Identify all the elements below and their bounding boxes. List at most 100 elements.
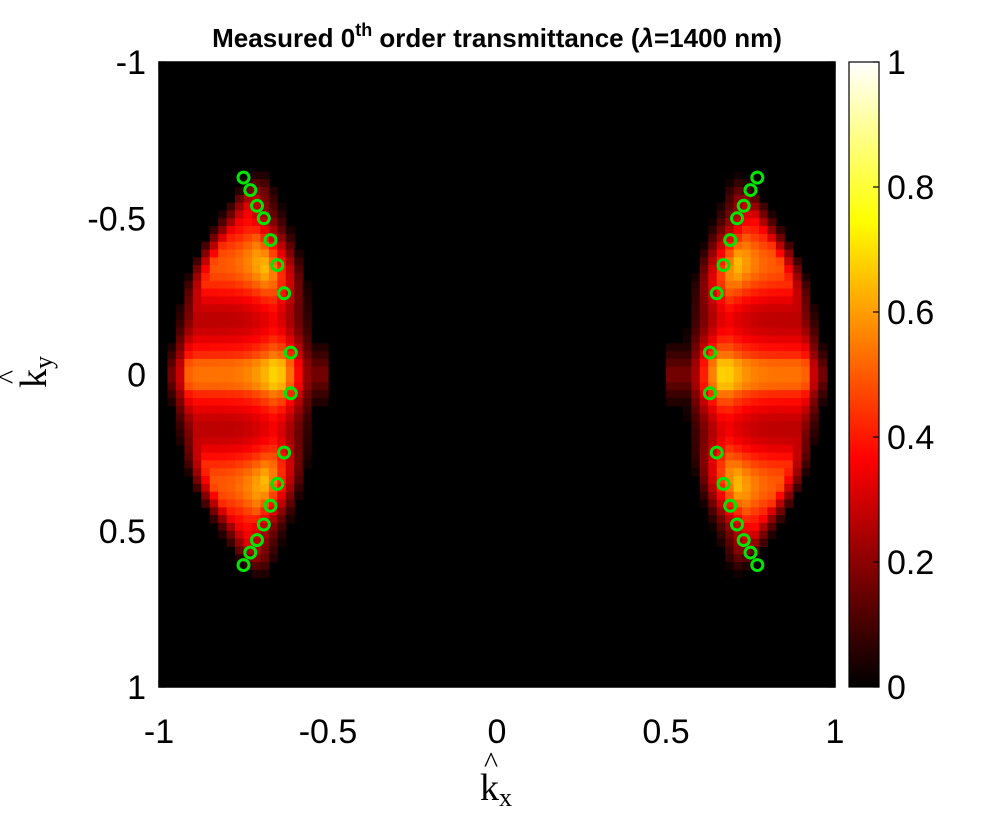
- heatmap-cell: [192, 280, 202, 290]
- heatmap-cell: [742, 194, 752, 204]
- heatmap-cell: [251, 351, 261, 360]
- heatmap-cell: [294, 358, 304, 368]
- heatmap-cell: [699, 249, 709, 258]
- heatmap-cell: [716, 319, 726, 329]
- heatmap-cell: [775, 460, 785, 469]
- heatmap-cell: [235, 444, 245, 454]
- heatmap-cell: [666, 397, 676, 407]
- heatmap-cell: [666, 374, 676, 383]
- heatmap-cell: [691, 390, 701, 399]
- heatmap-cell: [784, 382, 794, 391]
- heatmap-cell: [268, 351, 278, 360]
- heatmap-cell: [792, 390, 802, 399]
- heatmap-cell: [218, 515, 228, 524]
- heatmap-cell: [175, 304, 185, 313]
- heatmap-cell: [809, 327, 819, 337]
- heatmap-cell: [201, 452, 211, 462]
- heatmap-cell: [733, 226, 743, 235]
- heatmap-cell: [235, 554, 245, 563]
- heatmap-cell: [235, 210, 245, 219]
- heatmap-cell: [742, 437, 752, 446]
- heatmap-cell: [708, 491, 718, 501]
- heatmap-cell: [260, 327, 270, 337]
- heatmap-cell: [801, 397, 811, 407]
- heatmap-cell: [243, 257, 253, 266]
- heatmap-cell: [260, 507, 270, 516]
- heatmap-cell: [716, 429, 726, 438]
- colorbar-tick-label: 1: [887, 44, 906, 82]
- heatmap-cell: [767, 499, 777, 508]
- heatmap-cell: [784, 296, 794, 305]
- heatmap-cell: [251, 468, 261, 477]
- heatmap-cell: [192, 421, 202, 430]
- heatmap-cell: [784, 483, 794, 493]
- heatmap-cell: [209, 288, 219, 297]
- heatmap-cell: [209, 491, 219, 501]
- heatmap-cell: [733, 366, 743, 376]
- heatmap-cell: [235, 460, 245, 469]
- heatmap-cell: [708, 429, 718, 438]
- heatmap-cell: [758, 202, 768, 212]
- heatmap-cell: [691, 335, 701, 344]
- heatmap-cell: [243, 429, 253, 438]
- heatmap-cell: [302, 437, 312, 446]
- heatmap-cell: [268, 546, 278, 555]
- heatmap-cell: [775, 272, 785, 282]
- heatmap-cell: [209, 366, 219, 376]
- heatmap-cell: [285, 304, 295, 313]
- x-tick-label: 1: [826, 713, 845, 751]
- heatmap-cell: [775, 444, 785, 454]
- heatmap-cell: [268, 187, 278, 196]
- colorbar-ticks: 0 0.2 0.4 0.6 0.8 1: [873, 44, 934, 707]
- heatmap-cell: [226, 265, 236, 274]
- heatmap-cell: [243, 413, 253, 422]
- heatmap-cell: [742, 304, 752, 313]
- heatmap-cell: [758, 421, 768, 430]
- heatmap-cell: [775, 226, 785, 235]
- heatmap-cell: [302, 421, 312, 430]
- heatmap-cell: [809, 319, 819, 329]
- heatmap-cell: [792, 280, 802, 290]
- heatmap-cell: [767, 343, 777, 352]
- heatmap-cell: [784, 413, 794, 422]
- heatmap-cell: [243, 226, 253, 235]
- heatmap-cell: [311, 351, 321, 360]
- heatmap-cell: [775, 335, 785, 344]
- heatmap-cell: [716, 202, 726, 212]
- heatmap-cell: [792, 405, 802, 415]
- heatmap-cell: [733, 280, 743, 290]
- heatmap-cell: [733, 187, 743, 196]
- heatmap-cell: [226, 390, 236, 399]
- heatmap-cell: [750, 194, 760, 204]
- heatmap-cell: [818, 397, 828, 407]
- heatmap-cell: [209, 397, 219, 407]
- heatmap-cell: [742, 483, 752, 493]
- heatmap-cell: [218, 272, 228, 282]
- heatmap-cell: [818, 351, 828, 360]
- heatmap-cell: [302, 374, 312, 383]
- heatmap-cell: [277, 390, 287, 399]
- data-point: [736, 198, 751, 213]
- heatmap-cell: [767, 507, 777, 516]
- heatmap-cell: [742, 358, 752, 368]
- heatmap-cell: [201, 249, 211, 258]
- heatmap-cell: [674, 351, 684, 360]
- heatmap-cell: [243, 405, 253, 415]
- heatmap-cell: [725, 280, 735, 290]
- heatmap-cell: [294, 429, 304, 438]
- heatmap-cell: [809, 382, 819, 391]
- heatmap-cell: [682, 343, 692, 352]
- heatmap-cell: [767, 476, 777, 485]
- plot-area: [158, 61, 836, 688]
- heatmap-cell: [742, 460, 752, 469]
- y-axis-label: ky ^: [0, 356, 58, 388]
- heatmap-cell: [226, 429, 236, 438]
- heatmap-cell: [733, 437, 743, 446]
- heatmap-cell: [260, 179, 270, 188]
- heatmap-cell: [319, 374, 329, 383]
- heatmap-cell: [294, 312, 304, 321]
- heatmap-cell: [277, 327, 287, 337]
- heatmap-cell: [260, 390, 270, 399]
- heatmap-cell: [699, 444, 709, 454]
- data-point: [263, 233, 278, 248]
